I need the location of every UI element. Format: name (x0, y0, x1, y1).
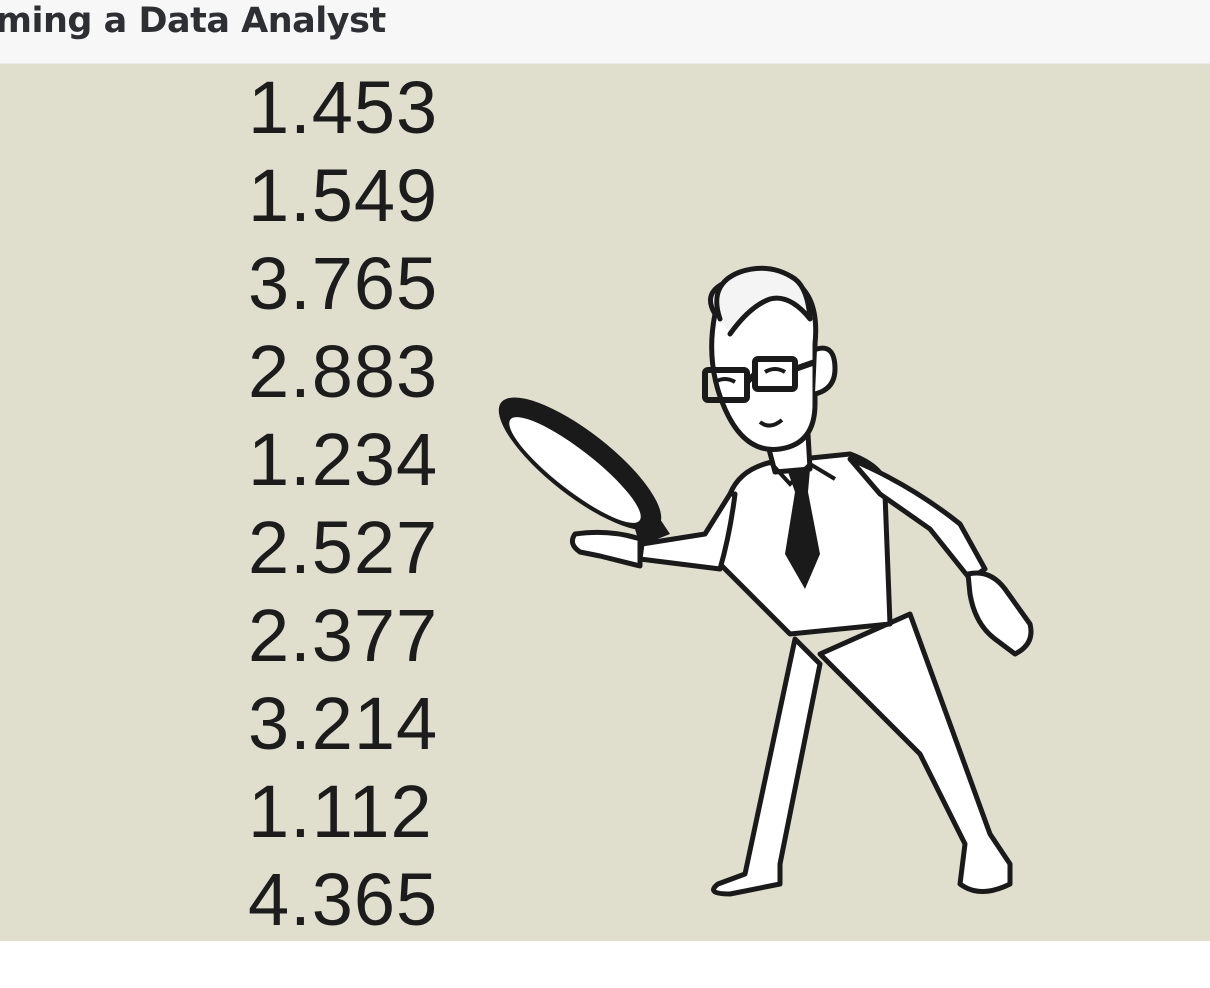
hair (714, 265, 813, 337)
course-header: oming a Data Analyst (0, 0, 1210, 64)
left-hand (569, 529, 643, 569)
glasses-icon (702, 356, 816, 403)
video-frame[interactable]: 1.453 1.549 3.765 2.883 1.234 2.527 2.37… (0, 64, 1210, 941)
number-value: 2.527 (248, 506, 439, 589)
magnifying-glass-icon (498, 397, 670, 546)
left-arm (637, 491, 738, 572)
number-value: 2.883 (248, 330, 439, 413)
ear (812, 345, 838, 397)
number-value: 2.377 (248, 594, 439, 677)
number-value: 4.365 (248, 858, 439, 941)
right-leg (817, 611, 1013, 894)
left-leg (711, 636, 823, 897)
collar (768, 460, 837, 487)
number-value: 1.549 (248, 154, 439, 237)
number-value: 3.765 (248, 242, 439, 325)
tie (785, 469, 820, 589)
number-value: 1.234 (248, 418, 439, 501)
number-value: 3.214 (248, 682, 439, 765)
number-value: 1.112 (248, 770, 433, 853)
analyst-illustration (498, 265, 1034, 897)
below-video-area (0, 941, 1210, 988)
right-fist (965, 570, 1034, 657)
number-value: 1.453 (248, 66, 439, 149)
course-title: oming a Data Analyst (0, 1, 386, 41)
